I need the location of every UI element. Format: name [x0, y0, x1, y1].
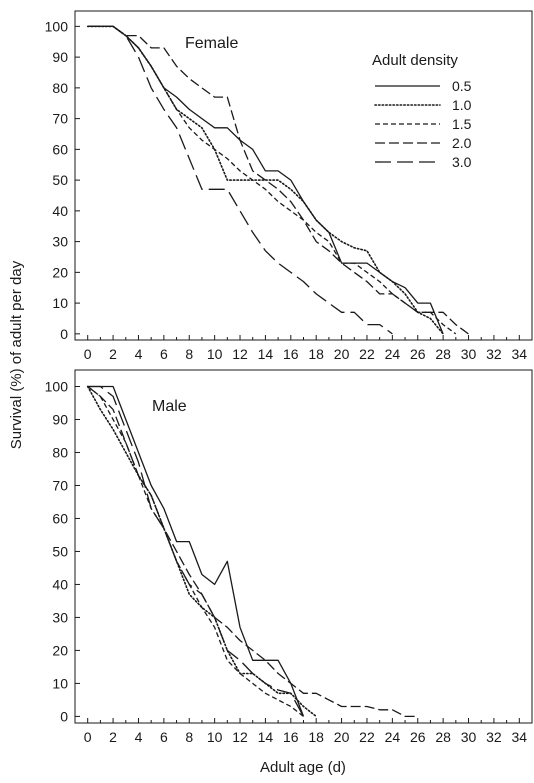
x-tick-label: 22: [359, 729, 375, 745]
y-tick-label: 0: [60, 708, 68, 724]
x-tick-label: 6: [160, 346, 168, 362]
panel-title: Female: [185, 35, 238, 52]
y-tick-label: 0: [60, 326, 68, 342]
x-tick-label: 28: [435, 346, 451, 362]
legend-label: 1.5: [452, 116, 472, 132]
y-axis-title: Survival (%) of adult per day: [8, 260, 25, 449]
y-tick-label: 40: [52, 203, 68, 219]
y-tick-label: 60: [52, 141, 68, 157]
x-tick-label: 18: [308, 729, 324, 745]
x-tick-label: 16: [283, 729, 299, 745]
x-tick-label: 28: [435, 729, 451, 745]
x-tick-label: 24: [385, 729, 401, 745]
legend-label: 2.0: [452, 135, 472, 151]
x-tick-label: 26: [410, 729, 426, 745]
x-tick-label: 26: [410, 346, 426, 362]
series-line-3-0: [87, 25, 393, 335]
x-tick-label: 2: [109, 346, 117, 362]
x-tick-label: 34: [512, 346, 528, 362]
x-tick-label: 34: [512, 729, 528, 745]
y-tick-label: 30: [52, 234, 68, 250]
x-axis-title: Adult age (d): [260, 759, 346, 776]
legend: Adult density 0.5 1.0 1.5 2.0 3.0: [372, 52, 472, 170]
y-tick-label: 80: [52, 444, 68, 460]
plot-frame: [74, 10, 533, 341]
x-tick-label: 4: [135, 346, 143, 362]
x-tick-label: 30: [461, 346, 477, 362]
legend-title: Adult density: [372, 52, 458, 69]
x-tick-label: 18: [308, 346, 324, 362]
x-tick-label: 14: [258, 729, 274, 745]
y-tick-label: 30: [52, 609, 68, 625]
legend-label: 0.5: [452, 78, 472, 94]
y-tick-label: 60: [52, 510, 68, 526]
x-tick-label: 32: [486, 729, 502, 745]
x-tick-label: 4: [135, 729, 143, 745]
x-tick-label: 2: [109, 729, 117, 745]
x-tick-label: 24: [385, 346, 401, 362]
panel-title: Male: [152, 398, 187, 415]
y-tick-label: 50: [52, 172, 68, 188]
y-tick-label: 100: [45, 378, 69, 394]
y-tick-label: 70: [52, 111, 68, 127]
x-tick-label: 14: [258, 346, 274, 362]
series-line-0-5: [87, 385, 305, 717]
y-tick-label: 10: [52, 295, 68, 311]
y-tick-label: 70: [52, 477, 68, 493]
y-tick-label: 90: [52, 411, 68, 427]
y-tick-label: 100: [45, 18, 69, 34]
x-tick-label: 10: [207, 346, 223, 362]
x-tick-label: 12: [232, 729, 248, 745]
x-tick-label: 12: [232, 346, 248, 362]
x-tick-label: 20: [334, 729, 350, 745]
x-tick-label: 20: [334, 346, 350, 362]
x-tick-label: 0: [84, 346, 92, 362]
y-tick-label: 10: [52, 675, 68, 691]
x-tick-label: 8: [185, 729, 193, 745]
x-tick-label: 8: [185, 346, 193, 362]
y-tick-label: 20: [52, 264, 68, 280]
x-tick-label: 0: [84, 729, 92, 745]
legend-label: 1.0: [452, 97, 472, 113]
y-tick-label: 50: [52, 543, 68, 559]
series-line-2-0: [87, 25, 469, 335]
x-tick-label: 30: [461, 729, 477, 745]
x-tick-label: 10: [207, 729, 223, 745]
y-tick-label: 40: [52, 576, 68, 592]
series-line-3-0: [87, 385, 305, 717]
x-tick-label: 16: [283, 346, 299, 362]
y-tick-label: 90: [52, 49, 68, 65]
x-tick-label: 32: [486, 346, 502, 362]
series-line-1-0: [86, 25, 444, 335]
x-tick-label: 22: [359, 346, 375, 362]
y-tick-label: 20: [52, 642, 68, 658]
plot-frame: [74, 369, 533, 724]
series-line-1-5: [87, 25, 457, 335]
series-line-2-0: [87, 385, 418, 718]
y-tick-label: 80: [52, 80, 68, 96]
legend-label: 3.0: [452, 154, 472, 170]
x-tick-label: 6: [160, 729, 168, 745]
